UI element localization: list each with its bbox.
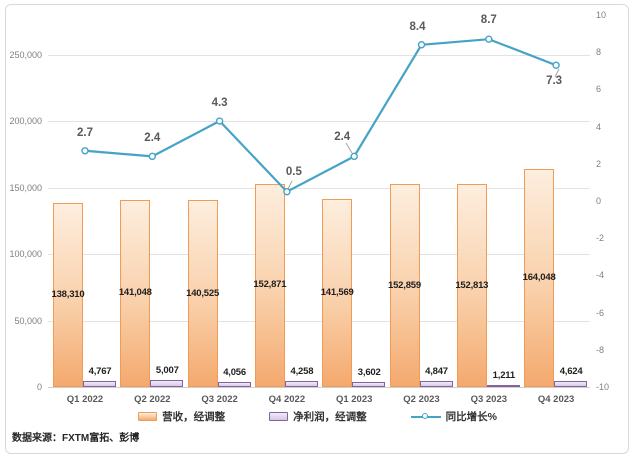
line-point[interactable] (148, 152, 157, 161)
growth-line-label: 8.7 (480, 14, 497, 27)
gridline (48, 254, 590, 256)
growth-line-label: 4.3 (211, 97, 228, 110)
right-axis-tick: -4 (596, 270, 605, 281)
net-profit-bar[interactable] (83, 380, 116, 387)
gridline (48, 387, 590, 388)
growth-line-label: 8.4 (409, 20, 426, 33)
growth-line-label: 2.4 (334, 131, 351, 144)
right-axis-tick: 10 (596, 10, 607, 20)
x-axis-label: Q2 2022 (134, 394, 171, 405)
x-axis-label: Q3 2023 (470, 394, 508, 405)
right-axis-tick: 0 (596, 196, 602, 206)
net-profit-bar-label: 4,767 (88, 365, 112, 377)
revenue-bar[interactable] (53, 203, 83, 387)
growth-line-label: 7.3 (546, 75, 563, 88)
right-axis-tick: 2 (596, 158, 602, 169)
revenue-bar[interactable] (456, 184, 487, 387)
gridline (48, 55, 590, 56)
revenue-bar[interactable] (254, 183, 285, 387)
legend-label: 营收，经调整 (162, 411, 226, 423)
growth-line[interactable] (84, 38, 557, 194)
net-profit-bar[interactable] (217, 381, 251, 387)
x-axis-label: Q1 2022 (66, 394, 104, 405)
growth-line-label: 2.7 (77, 126, 93, 139)
chart-legend: 营收，经调整 净利润，经调整 同比增长% (0, 409, 635, 424)
x-axis-label: Q4 2023 (537, 394, 575, 405)
label-leader-line (345, 142, 353, 154)
line-point[interactable] (485, 35, 493, 43)
net-profit-bar[interactable] (419, 380, 453, 387)
right-axis-tick: -6 (596, 307, 605, 318)
revenue-bar[interactable] (120, 199, 151, 387)
right-axis-tick: 8 (596, 47, 602, 58)
line-point[interactable] (552, 61, 560, 69)
net-profit-bar[interactable] (352, 382, 386, 387)
line-point[interactable] (417, 41, 426, 49)
line-marker-icon (410, 412, 441, 421)
revenue-bar[interactable] (187, 200, 218, 387)
left-axis-tick: 200,000 (9, 116, 42, 127)
x-axis-label: Q2 2023 (403, 394, 440, 405)
gridline (48, 121, 590, 123)
line-point[interactable] (215, 117, 224, 125)
net-profit-bar-label: 4,847 (425, 365, 448, 377)
net-profit-bar[interactable] (486, 385, 520, 388)
net-profit-bar-label: 5,007 (155, 365, 179, 377)
growth-line-label: 0.5 (285, 165, 302, 178)
legend-item-growth[interactable]: 同比增长% (410, 409, 497, 424)
bar-swatch-icon (138, 412, 158, 421)
left-axis-tick: 250,000 (9, 50, 42, 60)
net-profit-bar[interactable] (284, 381, 318, 387)
line-point[interactable] (283, 187, 291, 196)
right-axis-tick: 6 (596, 84, 602, 95)
x-axis-label: Q3 2022 (201, 394, 238, 405)
revenue-bar-label: 152,813 (455, 279, 489, 291)
revenue-bar-label: 138,310 (51, 289, 85, 301)
bar-swatch-icon (269, 412, 289, 421)
legend-item-revenue[interactable]: 营收，经调整 (138, 409, 225, 424)
net-profit-bar-label: 4,056 (223, 366, 246, 378)
right-axis-tick: 4 (596, 121, 602, 132)
revenue-bar-label: 164,048 (522, 272, 556, 284)
revenue-bar-label: 140,525 (186, 287, 220, 299)
revenue-bar[interactable] (524, 169, 555, 387)
net-profit-bar-label: 3,602 (357, 367, 381, 379)
right-axis-tick: -2 (596, 233, 605, 244)
right-axis-tick: -8 (596, 344, 605, 355)
left-axis-tick: 50,000 (14, 315, 42, 326)
line-point[interactable] (81, 147, 89, 155)
revenue-bar-label: 152,859 (388, 279, 421, 291)
line-point[interactable] (350, 152, 358, 161)
revenue-bar-label: 141,048 (118, 287, 152, 299)
revenue-bar-label: 152,871 (253, 279, 287, 291)
legend-label: 同比增长% (445, 411, 497, 423)
source-note: 数据来源：FXTM富拓、彭博 (12, 433, 140, 444)
net-profit-bar-label: 4,258 (290, 366, 314, 378)
legend-item-net-profit[interactable]: 净利润，经调整 (269, 409, 367, 424)
x-axis-label: Q4 2022 (268, 394, 306, 405)
legend-label: 净利润，经调整 (293, 411, 367, 423)
gridline (48, 320, 590, 322)
growth-line-label: 2.4 (144, 132, 161, 145)
net-profit-bar-label: 4,624 (559, 365, 583, 377)
left-axis-tick: 0 (36, 382, 42, 392)
label-leader-line (287, 180, 293, 190)
net-profit-bar[interactable] (554, 380, 588, 387)
revenue-bar[interactable] (322, 198, 353, 387)
right-axis-tick: -10 (596, 382, 610, 392)
label-leader-line (554, 68, 560, 78)
gridline (48, 187, 590, 189)
left-axis-tick: 150,000 (9, 182, 42, 193)
revenue-bar-label: 141,569 (320, 286, 354, 298)
net-profit-bar-label: 1,211 (492, 370, 515, 382)
x-axis-label: Q1 2023 (335, 394, 373, 405)
revenue-bar[interactable] (389, 184, 420, 387)
net-profit-bar[interactable] (150, 380, 184, 387)
left-axis-tick: 100,000 (9, 249, 42, 260)
